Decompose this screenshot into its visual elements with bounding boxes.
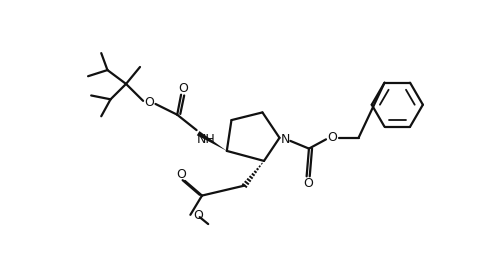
Text: O: O [178,82,188,95]
Text: O: O [328,131,337,144]
Text: O: O [194,209,203,222]
Text: N: N [281,133,290,146]
Text: O: O [303,177,313,190]
Text: O: O [176,168,186,181]
Polygon shape [197,131,227,151]
Text: O: O [144,96,154,109]
Text: NH: NH [196,133,215,146]
